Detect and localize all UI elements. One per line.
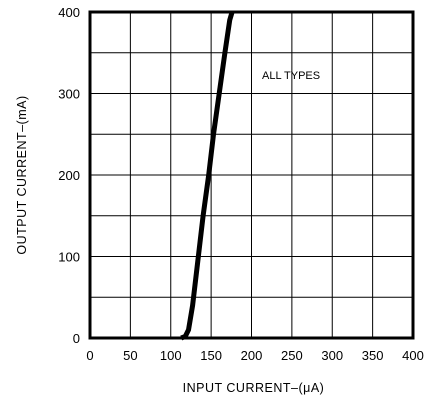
- grid: [90, 12, 413, 338]
- y-tick-label: 300: [58, 87, 80, 102]
- plot-frame: [88, 10, 415, 340]
- x-tick-label: 400: [402, 348, 424, 363]
- x-tick-label: 0: [86, 348, 93, 363]
- x-tick-label: 100: [160, 348, 182, 363]
- y-axis-label: OUTPUT CURRENT–(mA): [15, 95, 29, 254]
- x-tick-label: 200: [241, 348, 263, 363]
- series-line: [180, 11, 235, 341]
- x-tick-label: 150: [200, 348, 222, 363]
- y-tick-labels: 0 100 200 300 400: [58, 5, 80, 346]
- x-tick-labels: 0 50 100 150 200 250 300 350 400: [86, 348, 423, 363]
- series-group: [180, 11, 235, 341]
- annotation-all-types: ALL TYPES: [262, 70, 320, 82]
- x-tick-label: 300: [321, 348, 343, 363]
- x-tick-label: 350: [362, 348, 384, 363]
- y-tick-label: 400: [58, 5, 80, 20]
- y-tick-label: 100: [58, 250, 80, 265]
- y-tick-label: 0: [73, 331, 80, 346]
- y-tick-label: 200: [58, 168, 80, 183]
- x-tick-label: 250: [281, 348, 303, 363]
- x-tick-label: 50: [123, 348, 137, 363]
- x-axis-label: INPUT CURRENT–(μA): [183, 381, 325, 395]
